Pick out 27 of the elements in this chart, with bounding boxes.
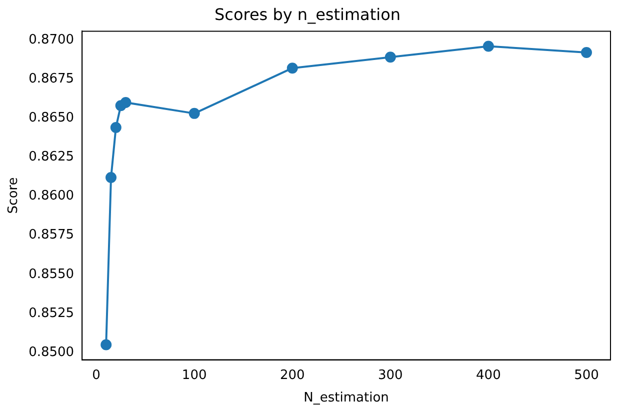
y-tick-label: 0.8525	[28, 306, 74, 321]
x-tick-label: 400	[476, 368, 501, 383]
x-tick-label: 100	[182, 368, 207, 383]
y-tick-label: 0.8675	[28, 71, 74, 86]
point	[120, 96, 132, 108]
y-tick-label: 0.8575	[28, 228, 74, 243]
y-tick-label: 0.8650	[28, 110, 74, 126]
point	[286, 62, 298, 74]
y-axis-title: Score	[6, 177, 22, 214]
chart-title: Scores by n_estimation	[214, 4, 401, 24]
y-tick-label: 0.8700	[28, 32, 74, 48]
y-tick-label: 0.8550	[28, 266, 74, 282]
x-tick-label: 500	[574, 368, 599, 383]
point	[100, 339, 112, 350]
x-tick-label: 200	[280, 368, 305, 383]
x-axis-title: N_estimation	[304, 390, 389, 406]
point	[106, 172, 117, 184]
point	[384, 52, 396, 63]
x-tick-label: 300	[378, 368, 403, 383]
point	[110, 122, 122, 133]
y-tick-label: 0.8625	[28, 150, 74, 165]
x-tick-label: 0	[92, 368, 100, 383]
y-tick-label: 0.8600	[28, 188, 74, 204]
y-tick-label: 0.8500	[28, 344, 74, 360]
point	[188, 108, 200, 119]
point	[482, 40, 494, 52]
point	[580, 46, 592, 58]
